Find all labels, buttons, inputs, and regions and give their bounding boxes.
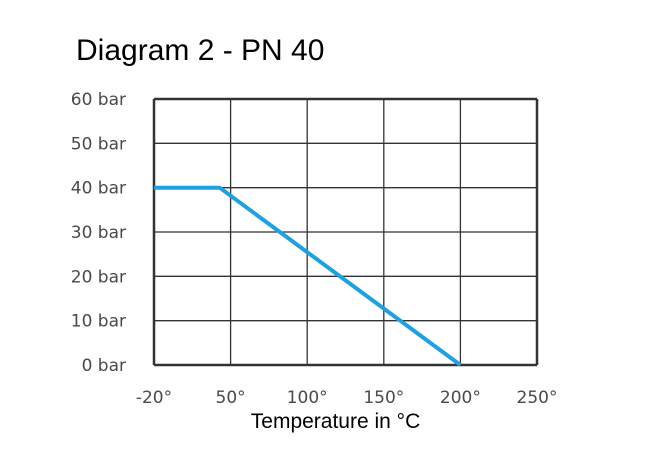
x-tick-label: 100°	[287, 388, 328, 408]
x-tick-label: 250°	[517, 388, 558, 408]
pressure-temperature-line	[154, 185, 462, 367]
y-tick-label: 30 bar	[71, 223, 126, 243]
y-tick-label: 60 bar	[71, 90, 126, 110]
x-axis-label-text: Temperature in °C	[250, 410, 421, 433]
y-tick-label: 0 bar	[82, 356, 126, 376]
x-tick-label: 150°	[363, 388, 404, 408]
x-tick-label: 50°	[216, 388, 246, 408]
x-axis-label: Temperature in °C	[0, 410, 663, 434]
x-tick-label: -20°	[136, 388, 172, 408]
chart-title: Diagram 2 - PN 40	[76, 34, 325, 67]
y-tick-label: 40 bar	[71, 179, 126, 199]
y-tick-label: 50 bar	[71, 134, 126, 154]
y-tick-label: 10 bar	[71, 312, 126, 332]
y-tick-label: 20 bar	[71, 267, 126, 287]
x-tick-label: 200°	[440, 388, 481, 408]
